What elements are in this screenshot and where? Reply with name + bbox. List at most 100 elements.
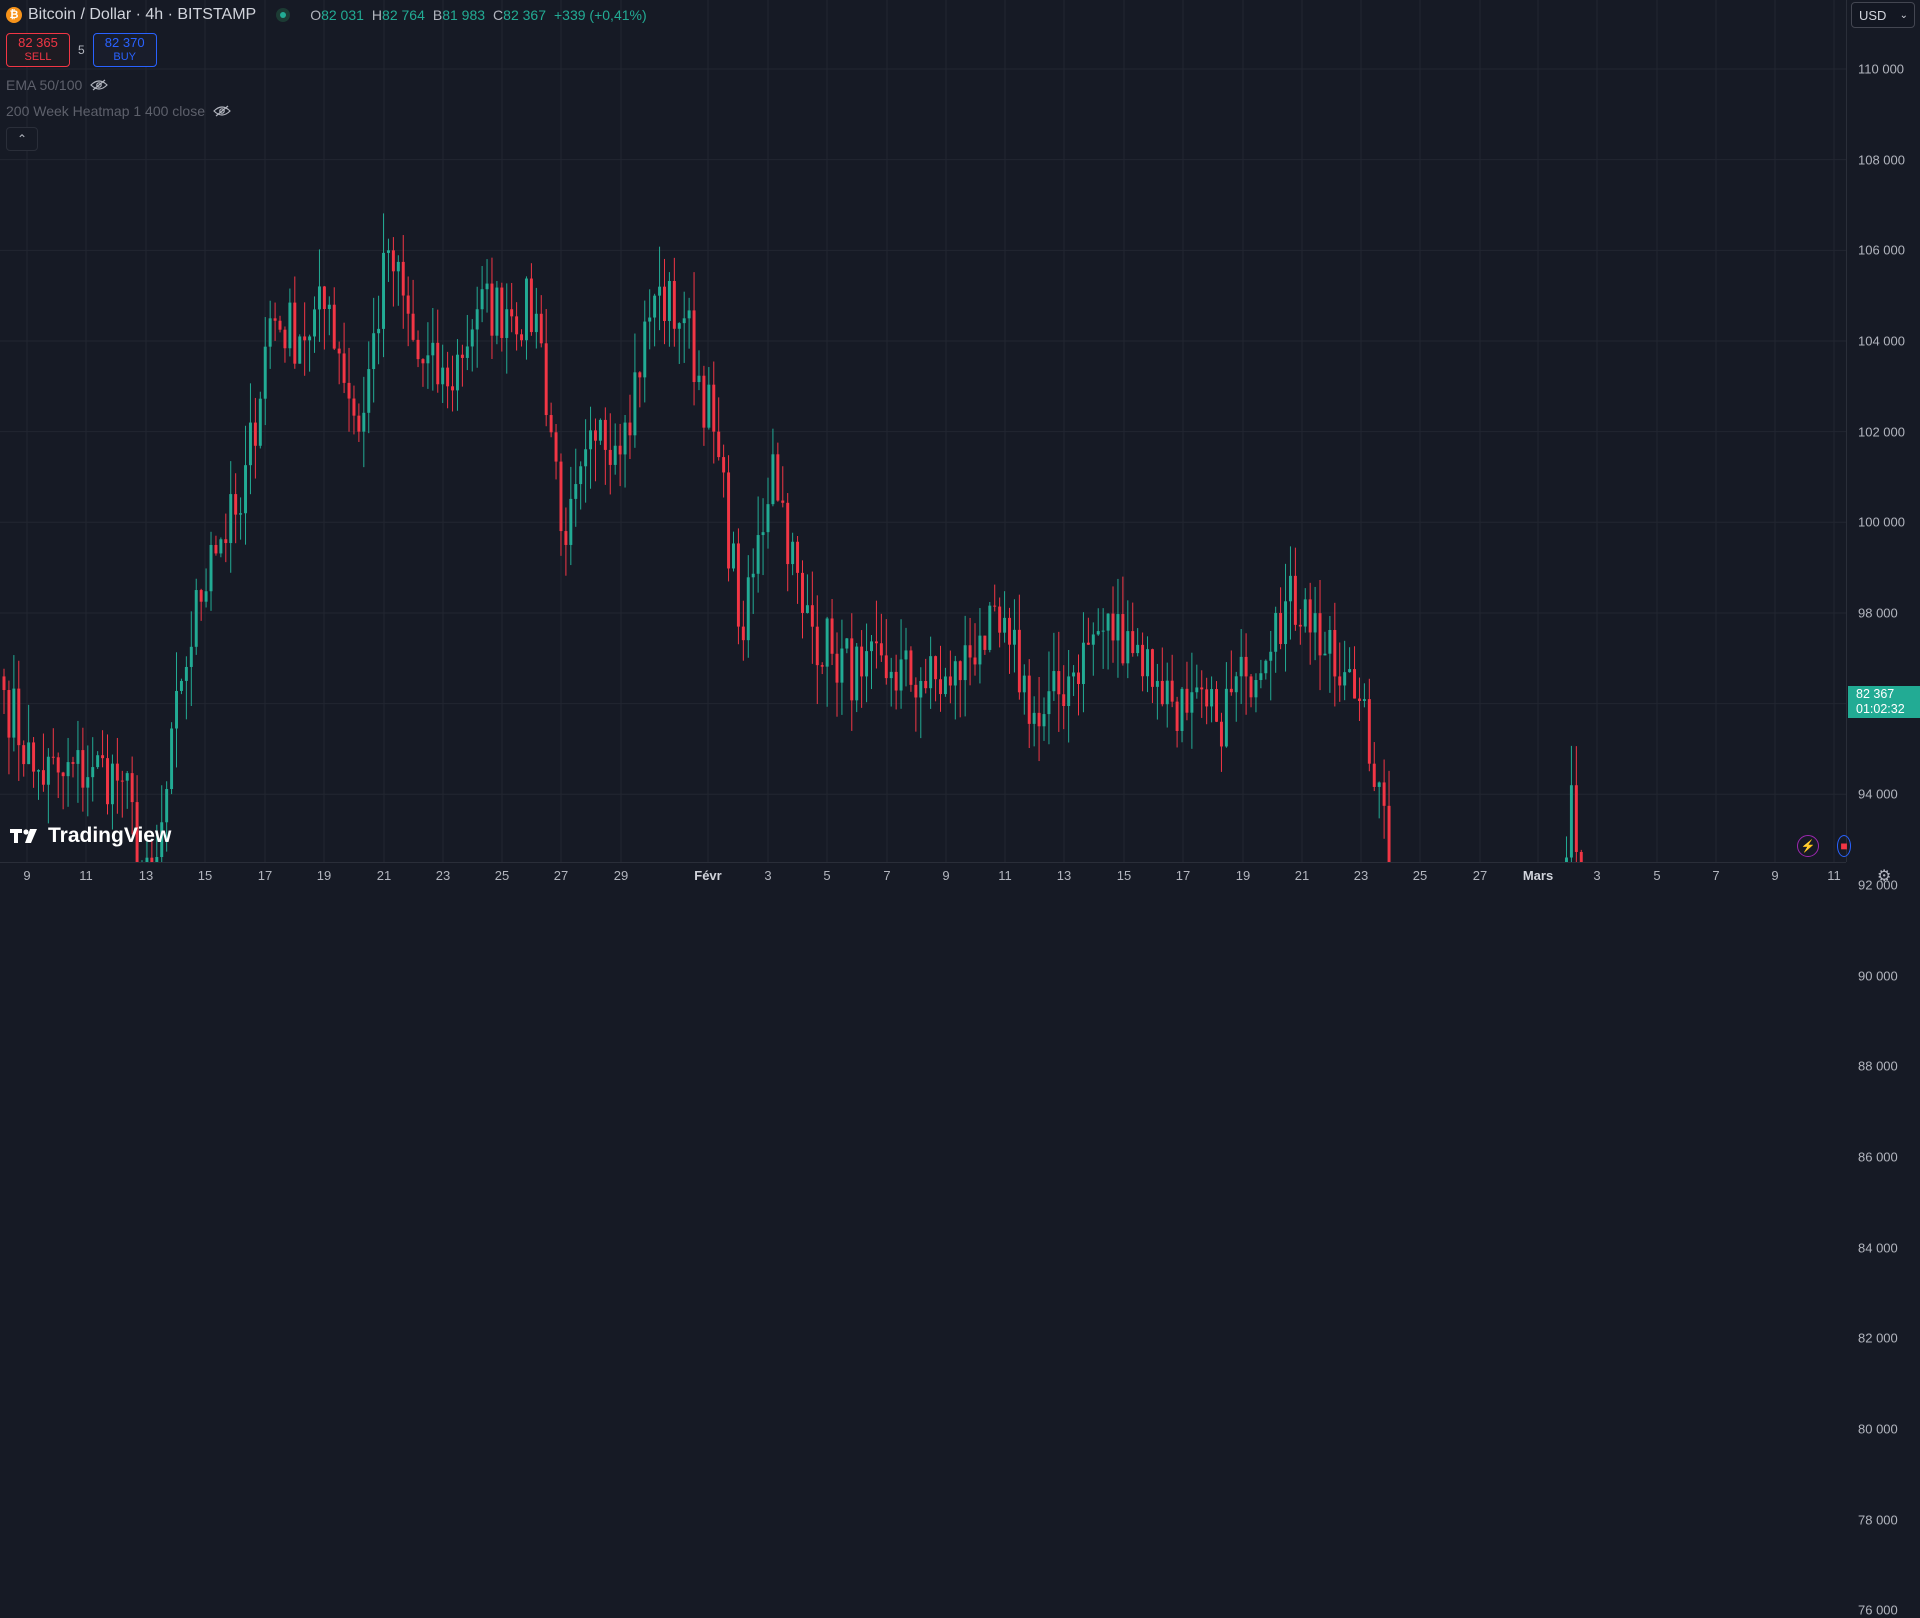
candle-body (835, 653, 839, 683)
candle-body (101, 755, 105, 759)
candle (135, 775, 139, 862)
spread-value: 5 (78, 43, 85, 57)
candle (500, 282, 504, 352)
candle (796, 535, 800, 604)
open-value: 82 031 (321, 7, 364, 23)
candle-body (761, 532, 765, 536)
candle-body (357, 415, 361, 432)
candle (1249, 674, 1253, 708)
indicator-heatmap[interactable]: 200 Week Heatmap 1 400 close (6, 103, 231, 119)
candle (298, 334, 302, 364)
candle (436, 309, 440, 393)
candle-body (209, 544, 213, 592)
tradingview-logo-icon (10, 829, 37, 843)
candle (697, 350, 701, 391)
candle (244, 425, 247, 545)
candle-body (648, 317, 652, 322)
candle-body (746, 577, 750, 641)
sell-button[interactable]: 82 365 SELL (6, 33, 70, 67)
candle-body (1077, 672, 1080, 685)
candle (953, 655, 957, 720)
candle-body (313, 309, 317, 337)
candle (515, 302, 519, 351)
candle (771, 428, 775, 507)
candle (648, 289, 652, 350)
candle (1052, 632, 1056, 701)
buy-button[interactable]: 82 370 BUY (92, 33, 157, 67)
time-tick-label: 19 (316, 868, 332, 883)
candle-body (382, 252, 386, 329)
candle (204, 568, 208, 608)
candle (756, 496, 760, 593)
indicator-ema[interactable]: EMA 50/100 (6, 77, 109, 93)
candle-body (51, 756, 55, 758)
candle (653, 293, 657, 347)
currency-select[interactable]: USD ⌄ (1851, 2, 1915, 28)
candlestick-chart[interactable] (0, 0, 1846, 862)
candle (367, 341, 371, 434)
candle (1057, 631, 1061, 732)
candle-body (968, 645, 972, 658)
candle-body (1062, 694, 1066, 707)
candle (115, 737, 119, 814)
eye-hidden-icon[interactable] (213, 105, 231, 117)
gear-icon[interactable]: ⚙ (1877, 868, 1892, 885)
candle-body (534, 313, 538, 333)
candle-body (480, 289, 484, 310)
candle-body (155, 857, 159, 862)
price-tick-label: 86 000 (1858, 1149, 1898, 1165)
tradingview-logo[interactable]: TradingView (10, 824, 171, 848)
candle-body (830, 618, 834, 654)
time-tick-label: 27 (1472, 868, 1488, 883)
eye-hidden-icon[interactable] (90, 79, 109, 91)
price-tick-label: 104 000 (1858, 333, 1905, 349)
candle-body (283, 329, 287, 349)
candle (470, 319, 474, 372)
candle (32, 737, 36, 788)
candle-body (96, 755, 100, 768)
candle (268, 300, 272, 369)
price-axis[interactable]: 110 000 108 000 106 000 104 000 102 000 100 0… (1846, 0, 1920, 1618)
candle-body (820, 665, 824, 667)
candle (830, 599, 834, 666)
candle (815, 595, 819, 705)
candle (1141, 632, 1145, 692)
candle (1150, 648, 1154, 704)
candle (805, 574, 809, 614)
candle-body (76, 750, 80, 764)
candle (184, 656, 188, 720)
candle-body (12, 688, 16, 738)
candle (593, 418, 597, 482)
candle-body (1008, 617, 1011, 645)
candle-body (130, 773, 134, 803)
candle-body (194, 590, 198, 647)
symbol-title[interactable]: Bitcoin / Dollar · 4h · BITSTAMP (28, 6, 257, 23)
candle-body (1565, 857, 1568, 862)
lightning-icon[interactable]: ⚡ (1797, 835, 1819, 857)
candle-body (362, 412, 366, 432)
time-tick-label: 17 (1175, 868, 1191, 883)
candle (155, 824, 159, 862)
candle-body (1185, 688, 1189, 713)
candle (1037, 677, 1041, 762)
candle (894, 654, 898, 710)
candle (22, 740, 26, 777)
flag-icon[interactable]: ■ (1837, 835, 1851, 857)
candle-body (574, 484, 578, 499)
market-status-icon[interactable] (276, 8, 291, 22)
candle (820, 662, 824, 675)
time-axis[interactable]: 9 11 13 15 17 19 21 23 25 27 29 Févr 3 5 7 9 11 13 15 17 19 2… (0, 862, 1846, 889)
candle (687, 297, 691, 349)
candle (1146, 636, 1149, 693)
candle (569, 466, 573, 566)
candle-body (37, 770, 40, 772)
candle-body (559, 461, 563, 532)
candle-body (899, 659, 903, 691)
candle (929, 636, 933, 709)
candle-body (1200, 687, 1204, 690)
candle-body (988, 605, 992, 650)
collapse-legend-button[interactable]: ⌃ (6, 127, 38, 151)
chart-plot-area[interactable] (0, 0, 1846, 862)
candle (643, 300, 647, 403)
candle (934, 655, 938, 702)
